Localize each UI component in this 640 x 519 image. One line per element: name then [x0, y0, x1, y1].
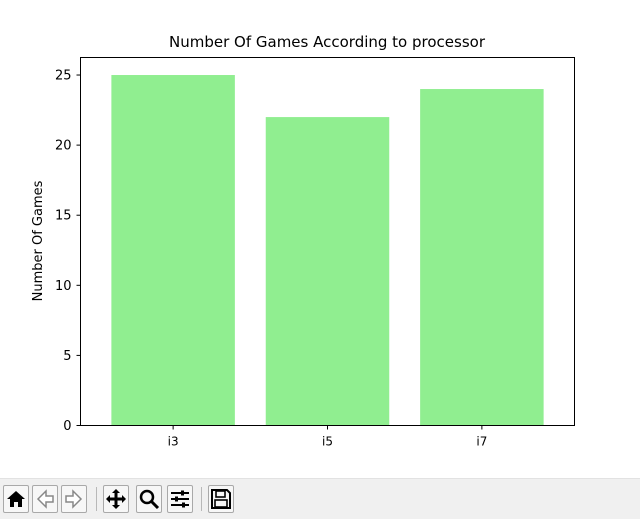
arrow-right-icon — [65, 489, 83, 509]
home-button[interactable] — [3, 485, 29, 513]
zoom-button[interactable] — [136, 485, 162, 513]
arrow-left-icon — [36, 489, 54, 509]
x-tick-label: i5 — [322, 435, 333, 449]
pan-button[interactable] — [103, 485, 129, 513]
x-tick-label: i3 — [168, 435, 179, 449]
y-tick-label: 5 — [63, 349, 71, 364]
floppy-disk-icon — [211, 489, 231, 509]
y-tick-label: 20 — [55, 139, 72, 154]
bar — [420, 89, 544, 426]
sliders-icon — [171, 490, 189, 508]
axes-frame — [80, 57, 575, 426]
forward-button[interactable] — [61, 485, 87, 513]
bar — [111, 75, 235, 426]
y-tick-label: 15 — [55, 209, 72, 224]
x-tick-label: i7 — [476, 435, 487, 449]
plot-area: i3 i5 i7 0 5 10 15 20 25 — [55, 69, 544, 449]
y-axis-label: Number Of Games — [31, 180, 46, 301]
toolbar-separator — [201, 487, 202, 511]
move-icon — [106, 489, 126, 509]
toolbar-separator — [96, 487, 97, 511]
bar — [265, 117, 390, 426]
save-button[interactable] — [208, 485, 234, 513]
y-tick-label: 0 — [63, 419, 71, 434]
chart-title: Number Of Games According to processor — [169, 33, 486, 51]
home-icon — [7, 491, 25, 507]
configure-subplots-button[interactable] — [167, 485, 193, 513]
magnifier-icon — [139, 489, 160, 510]
navigation-toolbar — [0, 478, 640, 519]
y-tick-label: 25 — [55, 69, 72, 84]
y-tick-label: 10 — [55, 279, 72, 294]
back-button[interactable] — [32, 485, 58, 513]
figure-canvas: Number Of Games According to processor i… — [31, 33, 575, 449]
